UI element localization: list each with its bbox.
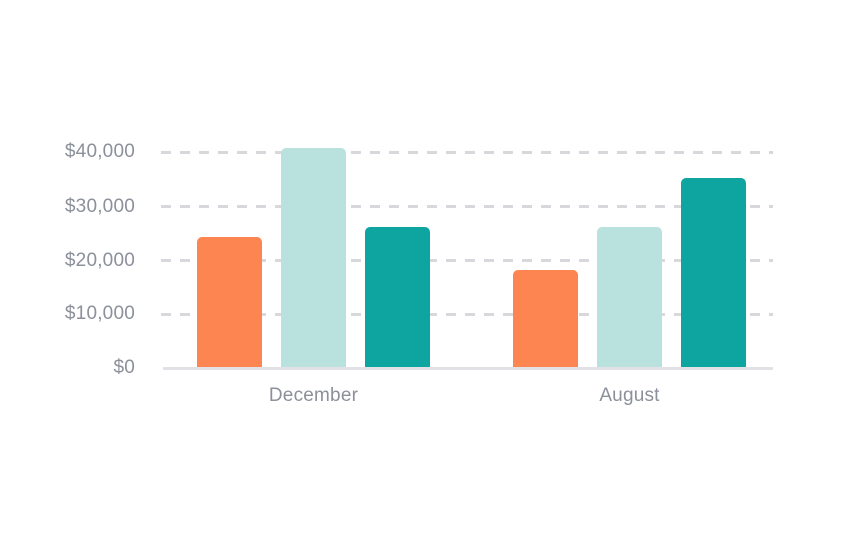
bar-december-orange xyxy=(197,237,262,367)
x-tick-december: December xyxy=(268,385,359,406)
x-axis-line xyxy=(163,367,773,370)
bar-december-light-teal xyxy=(281,148,346,367)
bar-august-orange xyxy=(513,270,578,367)
gridline-30000 xyxy=(161,205,773,208)
bar-august-light-teal xyxy=(597,227,662,367)
y-tick-20000: $20,000 xyxy=(64,250,135,271)
y-tick-10000: $10,000 xyxy=(64,303,135,324)
bar-group-august xyxy=(513,178,746,367)
bar-december-dark-teal xyxy=(365,227,430,367)
bar-group-december xyxy=(197,148,430,367)
bar-august-dark-teal xyxy=(681,178,746,367)
y-tick-30000: $30,000 xyxy=(64,196,135,217)
y-tick-0: $0 xyxy=(113,357,135,378)
gridline-40000 xyxy=(161,151,773,154)
x-tick-august: August xyxy=(599,385,660,406)
y-tick-40000: $40,000 xyxy=(64,141,135,162)
gridline-20000 xyxy=(161,259,773,262)
plot-area xyxy=(161,148,773,370)
gridline-10000 xyxy=(161,313,773,316)
